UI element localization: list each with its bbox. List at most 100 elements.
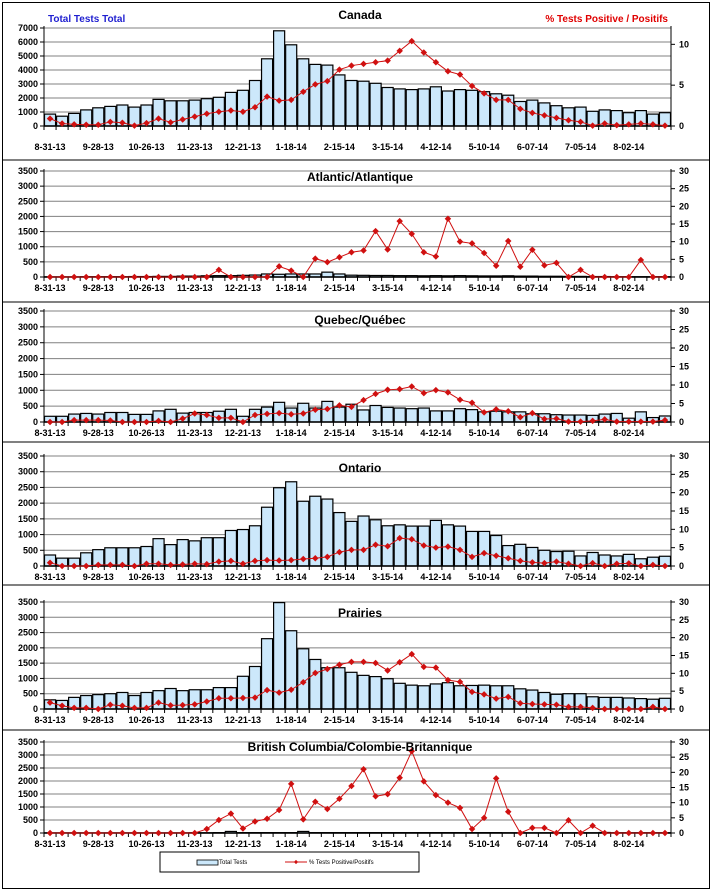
x-tick-label: 8-02-14 bbox=[613, 715, 644, 725]
positivity-marker bbox=[239, 418, 247, 426]
positivity-marker bbox=[637, 562, 645, 570]
positivity-marker bbox=[613, 705, 620, 713]
positivity-marker bbox=[661, 416, 669, 424]
positivity-marker bbox=[637, 418, 645, 425]
positivity-marker bbox=[468, 399, 476, 407]
bar bbox=[272, 30, 286, 127]
positivity-marker bbox=[541, 112, 548, 119]
positivity-marker bbox=[372, 541, 379, 548]
positivity-marker bbox=[167, 119, 174, 126]
y-right-tick-label: 5 bbox=[679, 80, 684, 90]
bar bbox=[285, 44, 298, 127]
y-left-tick-label: 2500 bbox=[18, 196, 38, 206]
positivity-marker bbox=[336, 402, 343, 409]
x-tick-label: 8-02-14 bbox=[613, 142, 644, 152]
x-tick-label: 5-10-14 bbox=[469, 142, 500, 152]
bar bbox=[405, 684, 418, 710]
bar bbox=[381, 678, 394, 710]
bar bbox=[236, 528, 250, 567]
y-right-tick-label: 15 bbox=[679, 651, 689, 661]
y-left-tick-label: 2500 bbox=[18, 338, 38, 348]
positivity-marker bbox=[553, 701, 560, 708]
y-left-tick-label: 500 bbox=[23, 257, 38, 267]
positivity-marker bbox=[529, 824, 536, 832]
bar bbox=[321, 64, 334, 127]
positivity-marker bbox=[360, 60, 367, 68]
bar bbox=[417, 88, 430, 127]
y-right-tick-label: 20 bbox=[679, 633, 689, 643]
positivity-marker bbox=[324, 805, 331, 813]
positivity-marker bbox=[601, 273, 608, 281]
y-left-tick-label: 1000 bbox=[18, 802, 38, 812]
y-right-tick-label: 30 bbox=[679, 306, 689, 316]
positivity-line bbox=[49, 653, 666, 710]
bar bbox=[453, 408, 467, 423]
y-right-tick-label: 20 bbox=[679, 343, 689, 353]
left-axis-header: Total Tests Total bbox=[48, 14, 125, 25]
y-right-tick-label: 10 bbox=[679, 380, 689, 390]
positivity-marker bbox=[601, 829, 608, 837]
positivity-marker bbox=[432, 791, 440, 799]
positivity-marker bbox=[287, 686, 295, 693]
bar bbox=[453, 525, 467, 567]
y-right-tick-label: 5 bbox=[679, 399, 684, 409]
positivity-marker bbox=[480, 814, 488, 822]
bar bbox=[441, 90, 455, 127]
positivity-marker bbox=[263, 815, 271, 822]
positivity-marker bbox=[312, 798, 319, 806]
positivity-marker bbox=[275, 263, 283, 270]
positivity-marker bbox=[504, 237, 512, 245]
positivity-marker bbox=[456, 238, 464, 245]
y-right-tick-label: 30 bbox=[679, 597, 689, 607]
panel-title: Quebec/Québec bbox=[314, 313, 406, 327]
positivity-marker bbox=[203, 273, 211, 281]
positivity-marker bbox=[191, 560, 198, 568]
positivity-marker bbox=[251, 411, 259, 419]
x-tick-label: 7-05-14 bbox=[565, 142, 596, 152]
positivity-marker bbox=[480, 409, 488, 416]
bar bbox=[369, 82, 382, 127]
positivity-marker bbox=[420, 542, 428, 549]
x-tick-label: 10-26-13 bbox=[128, 428, 164, 438]
bar bbox=[405, 408, 418, 423]
x-tick-label: 4-12-14 bbox=[420, 715, 451, 725]
bar bbox=[417, 685, 430, 710]
y-left-tick-label: 2500 bbox=[18, 482, 38, 492]
positivity-marker bbox=[70, 416, 78, 424]
positivity-marker bbox=[444, 215, 452, 222]
bar bbox=[369, 675, 382, 710]
positivity-marker bbox=[601, 705, 608, 713]
bar bbox=[321, 667, 334, 710]
positivity-marker bbox=[468, 688, 476, 696]
positivity-marker bbox=[107, 118, 114, 126]
positivity-marker bbox=[565, 273, 572, 281]
positivity-marker bbox=[348, 546, 355, 554]
positivity-marker bbox=[58, 829, 66, 837]
y-left-tick-label: 3000 bbox=[18, 612, 38, 622]
x-tick-label: 3-15-14 bbox=[372, 839, 403, 849]
positivity-marker bbox=[420, 663, 428, 671]
y-right-tick-label: 5 bbox=[679, 813, 684, 823]
y-right-tick-label: 25 bbox=[679, 184, 689, 194]
positivity-marker bbox=[336, 795, 343, 802]
bar bbox=[429, 410, 443, 423]
positivity-marker bbox=[637, 705, 645, 713]
x-tick-label: 12-21-13 bbox=[225, 715, 261, 725]
positivity-marker bbox=[480, 249, 488, 257]
x-tick-label: 8-02-14 bbox=[613, 428, 644, 438]
positivity-marker bbox=[251, 818, 259, 825]
y-right-tick-label: 20 bbox=[679, 767, 689, 777]
x-tick-label: 2-15-14 bbox=[324, 283, 355, 293]
positivity-marker bbox=[577, 562, 584, 570]
x-tick-label: 8-31-13 bbox=[35, 839, 66, 849]
bar bbox=[285, 481, 298, 567]
panel-title: Ontario bbox=[339, 461, 382, 475]
positivity-marker bbox=[82, 121, 90, 129]
y-right-tick-label: 30 bbox=[679, 166, 689, 176]
positivity-marker bbox=[131, 704, 138, 712]
positivity-marker bbox=[456, 546, 464, 554]
bar bbox=[236, 675, 250, 710]
positivity-marker bbox=[46, 829, 54, 837]
y-left-tick-label: 1000 bbox=[18, 242, 38, 252]
positivity-marker bbox=[299, 273, 307, 281]
